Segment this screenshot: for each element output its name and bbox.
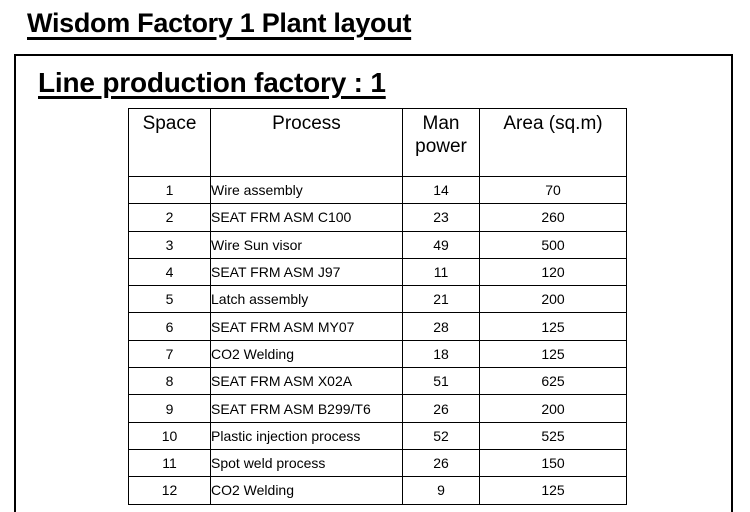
table-row: 11 Spot weld process 26 150 bbox=[128, 448, 627, 478]
cell-space: 2 bbox=[128, 203, 211, 232]
table-header-row: Space Process Man power Area (sq.m) bbox=[128, 108, 627, 177]
cell-area: 500 bbox=[479, 230, 627, 259]
cell-space: 11 bbox=[128, 448, 211, 478]
cell-process: CO2 Welding bbox=[210, 339, 403, 369]
table-row: 3 Wire Sun visor 49 500 bbox=[128, 230, 627, 259]
section-title: Line production factory : 1 bbox=[38, 67, 386, 98]
table-row: 5 Latch assembly 21 200 bbox=[128, 285, 627, 314]
cell-manpower: 28 bbox=[402, 312, 480, 341]
cell-process: Wire assembly bbox=[210, 175, 403, 205]
cell-area: 200 bbox=[479, 285, 627, 314]
table-row: 12 CO2 Welding 9 125 bbox=[128, 476, 627, 505]
table-row: 1 Wire assembly 14 70 bbox=[128, 175, 627, 205]
column-header-area: Area (sq.m) bbox=[479, 108, 627, 177]
cell-manpower: 23 bbox=[402, 203, 480, 232]
cell-manpower: 26 bbox=[402, 448, 480, 478]
cell-process: SEAT FRM ASM B299/T6 bbox=[210, 394, 403, 423]
cell-manpower: 9 bbox=[402, 476, 480, 505]
cell-area: 200 bbox=[479, 394, 627, 423]
table-row: 8 SEAT FRM ASM X02A 51 625 bbox=[128, 367, 627, 396]
cell-process: CO2 Welding bbox=[210, 476, 403, 505]
cell-manpower: 51 bbox=[402, 367, 480, 396]
cell-space: 7 bbox=[128, 339, 211, 369]
cell-space: 12 bbox=[128, 476, 211, 505]
cell-process: Wire Sun visor bbox=[210, 230, 403, 259]
cell-process: Spot weld process bbox=[210, 448, 403, 478]
cell-area: 625 bbox=[479, 367, 627, 396]
cell-space: 5 bbox=[128, 285, 211, 314]
cell-manpower: 14 bbox=[402, 175, 480, 205]
table-row: 6 SEAT FRM ASM MY07 28 125 bbox=[128, 312, 627, 341]
column-header-manpower: Man power bbox=[402, 108, 480, 177]
cell-area: 70 bbox=[479, 175, 627, 205]
table-row: 10 Plastic injection process 52 525 bbox=[128, 421, 627, 450]
cell-area: 260 bbox=[479, 203, 627, 232]
cell-manpower: 49 bbox=[402, 230, 480, 259]
cell-area: 125 bbox=[479, 312, 627, 341]
cell-process: SEAT FRM ASM X02A bbox=[210, 367, 403, 396]
column-header-space: Space bbox=[128, 108, 211, 177]
cell-manpower: 52 bbox=[402, 421, 480, 450]
cell-space: 4 bbox=[128, 257, 211, 287]
column-header-process: Process bbox=[210, 108, 403, 177]
cell-space: 9 bbox=[128, 394, 211, 423]
cell-manpower: 11 bbox=[402, 257, 480, 287]
cell-manpower: 26 bbox=[402, 394, 480, 423]
cell-process: SEAT FRM ASM J97 bbox=[210, 257, 403, 287]
page-title: Wisdom Factory 1 Plant layout bbox=[27, 8, 412, 38]
cell-space: 3 bbox=[128, 230, 211, 259]
cell-process: SEAT FRM ASM MY07 bbox=[210, 312, 403, 341]
table-row: 4 SEAT FRM ASM J97 11 120 bbox=[128, 257, 627, 287]
cell-space: 8 bbox=[128, 367, 211, 396]
cell-process: Latch assembly bbox=[210, 285, 403, 314]
table-row: 7 CO2 Welding 18 125 bbox=[128, 339, 627, 369]
cell-process: Plastic injection process bbox=[210, 421, 403, 450]
content-frame bbox=[14, 54, 733, 512]
cell-space: 1 bbox=[128, 175, 211, 205]
cell-space: 10 bbox=[128, 421, 211, 450]
cell-area: 150 bbox=[479, 448, 627, 478]
cell-manpower: 21 bbox=[402, 285, 480, 314]
cell-area: 125 bbox=[479, 339, 627, 369]
cell-area: 125 bbox=[479, 476, 627, 505]
cell-area: 120 bbox=[479, 257, 627, 287]
cell-area: 525 bbox=[479, 421, 627, 450]
plant-layout-table: Space Process Man power Area (sq.m) 1 Wi… bbox=[128, 108, 627, 505]
cell-process: SEAT FRM ASM C100 bbox=[210, 203, 403, 232]
table-row: 2 SEAT FRM ASM C100 23 260 bbox=[128, 203, 627, 232]
cell-space: 6 bbox=[128, 312, 211, 341]
table-row: 9 SEAT FRM ASM B299/T6 26 200 bbox=[128, 394, 627, 423]
cell-manpower: 18 bbox=[402, 339, 480, 369]
